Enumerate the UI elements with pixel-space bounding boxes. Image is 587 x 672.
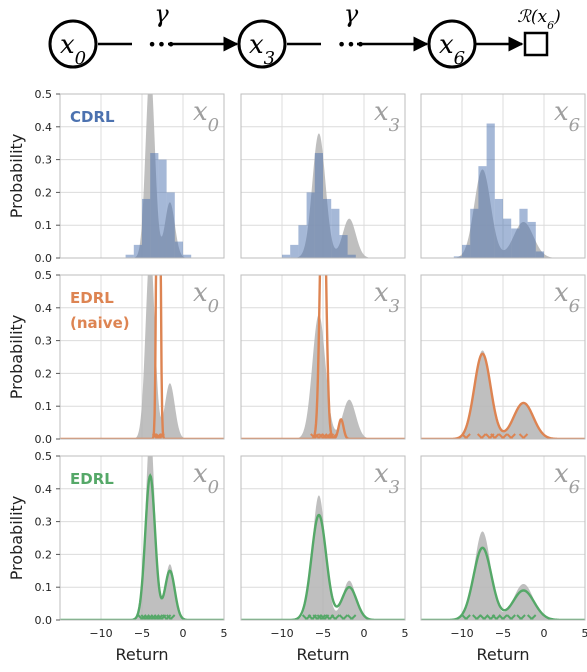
panel-edrl-x3: x3 −10 −5 0 5 Return bbox=[241, 456, 409, 664]
y-tick-label: 0.2 bbox=[35, 186, 53, 199]
y-tick-label: 0.1 bbox=[35, 581, 53, 594]
y-tick-label: 0.5 bbox=[35, 269, 53, 282]
x-axis-label: Return bbox=[476, 645, 529, 664]
x-tick-label: −5 bbox=[134, 627, 150, 640]
y-tick-label: 0.0 bbox=[35, 252, 53, 265]
y-tick-label: 0.4 bbox=[35, 121, 53, 134]
panel-cdrl-x3: x3 bbox=[241, 94, 405, 258]
panel-cdrl-x6: x6 bbox=[421, 94, 585, 258]
cdrl-histogram-bar bbox=[478, 166, 486, 258]
gamma-label: γ bbox=[344, 0, 359, 28]
cdrl-histogram-bar bbox=[323, 199, 331, 258]
cdrl-histogram-bar bbox=[158, 160, 166, 258]
x-tick-label: 0 bbox=[361, 627, 368, 640]
x-tick-label: −10 bbox=[89, 627, 112, 640]
x-tick-label: −10 bbox=[270, 627, 293, 640]
x-axis-label: Return bbox=[296, 645, 349, 664]
cdrl-histogram-bar bbox=[175, 242, 183, 258]
panel-edrlnaive-x3: x3 bbox=[241, 236, 405, 442]
x-tick-label: −10 bbox=[450, 627, 473, 640]
gamma-label: γ bbox=[154, 0, 169, 28]
cdrl-histogram-bar bbox=[315, 153, 323, 258]
panel-cdrl-x0: x0 CDRL 0.5 0.4 0.3 0.2 0.1 0.0 Probability bbox=[7, 68, 224, 265]
method-label: EDRL bbox=[70, 289, 114, 307]
cdrl-histogram-bar bbox=[536, 251, 544, 258]
cdrl-histogram-bar bbox=[462, 245, 470, 258]
panel-state-label: x3 bbox=[374, 97, 400, 136]
y-tick-label: 0.2 bbox=[35, 367, 53, 380]
x-tick-label: 5 bbox=[221, 627, 228, 640]
method-label: EDRL bbox=[70, 470, 114, 488]
x-tick-label: −5 bbox=[495, 627, 511, 640]
cdrl-histogram-bar bbox=[298, 225, 306, 258]
method-label: (naive) bbox=[70, 314, 130, 332]
cdrl-histogram-bar bbox=[503, 219, 511, 258]
y-axis-label: Probability bbox=[7, 496, 26, 581]
y-tick-label: 0.0 bbox=[35, 614, 53, 627]
y-tick-label: 0.0 bbox=[35, 433, 53, 446]
panel-state-label: x3 bbox=[374, 278, 400, 317]
cdrl-histogram-bar bbox=[307, 192, 315, 258]
y-tick-label: 0.1 bbox=[35, 219, 53, 232]
cdrl-histogram-bar bbox=[339, 235, 347, 258]
y-tick-label: 0.1 bbox=[35, 400, 53, 413]
terminal-node bbox=[525, 33, 547, 55]
y-tick-label: 0.3 bbox=[35, 335, 53, 348]
panel-state-label: x3 bbox=[374, 459, 400, 498]
cdrl-histogram-bar bbox=[495, 199, 503, 258]
cdrl-histogram-bar bbox=[528, 222, 536, 258]
x-tick-label: 0 bbox=[541, 627, 548, 640]
cdrl-histogram-bar bbox=[134, 245, 142, 258]
y-axis-label: Probability bbox=[7, 315, 26, 400]
y-tick-label: 0.3 bbox=[35, 154, 53, 167]
x-axis-label: Return bbox=[115, 645, 168, 664]
panel-state-label: x0 bbox=[193, 97, 219, 136]
y-tick-label: 0.3 bbox=[35, 516, 53, 529]
y-tick-label: 0.4 bbox=[35, 483, 53, 496]
terminal-label: ℛ(x6) bbox=[517, 7, 560, 32]
x-tick-label: 5 bbox=[582, 627, 587, 640]
y-tick-label: 0.5 bbox=[35, 450, 53, 463]
panel-plot-area bbox=[241, 236, 405, 442]
panel-state-label: x0 bbox=[193, 459, 219, 498]
panel-edrlnaive-x6: x6 bbox=[421, 275, 585, 442]
cdrl-histogram-bar bbox=[290, 245, 298, 258]
y-tick-label: 0.5 bbox=[35, 88, 53, 101]
y-tick-label: 0.2 bbox=[35, 548, 53, 561]
y-axis-label: Probability bbox=[7, 134, 26, 219]
cdrl-histogram-bar bbox=[142, 199, 150, 258]
panel-state-label: x6 bbox=[554, 97, 580, 136]
cdrl-histogram-bar bbox=[470, 209, 478, 258]
cdrl-histogram-bar bbox=[487, 124, 495, 258]
method-label: CDRL bbox=[70, 108, 115, 126]
cdrl-histogram-bar bbox=[511, 228, 519, 258]
cdrl-histogram-bar bbox=[331, 209, 339, 258]
cdrl-histogram-bar bbox=[167, 192, 175, 258]
panel-edrl-x0: x0 EDRL 0.5 0.4 0.3 0.2 0.1 0.0 Probability −10 −5… bbox=[7, 430, 228, 664]
panel-state-label: x0 bbox=[193, 278, 219, 317]
y-tick-label: 0.4 bbox=[35, 302, 53, 315]
panel-edrlnaive-x0: x0 EDRL (naive) 0.5 0.4 0.3 0.2 0.1 0.0 Probabili… bbox=[7, 236, 224, 446]
x-tick-label: −5 bbox=[315, 627, 331, 640]
panel-state-label: x6 bbox=[554, 278, 580, 317]
x-tick-label: 0 bbox=[180, 627, 187, 640]
panel-edrl-x6: x6 −10 −5 0 5 Return bbox=[421, 456, 587, 664]
panel-state-label: x6 bbox=[554, 459, 580, 498]
cdrl-histogram-bar bbox=[519, 209, 527, 258]
x-tick-label: 5 bbox=[402, 627, 409, 640]
cdrl-histogram-bar bbox=[150, 153, 158, 258]
